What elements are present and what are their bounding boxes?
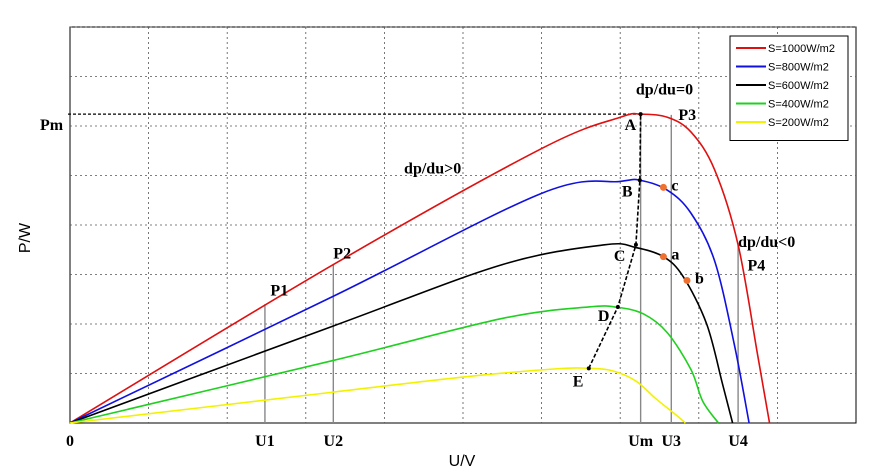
- annotation-label: P3: [678, 107, 696, 124]
- x-tick-label: U1: [255, 433, 275, 450]
- mpp-label: E: [573, 373, 584, 390]
- series-line: [69, 305, 720, 424]
- mpp-point: [633, 242, 638, 247]
- annotation-label: P1: [270, 282, 288, 299]
- x-tick-label: U2: [324, 433, 344, 450]
- legend-entry: S=400W/m2: [768, 99, 829, 111]
- mpp-path: E D C B A: [573, 112, 643, 390]
- y-tick-label: Pm: [40, 117, 64, 134]
- legend: S=1000W/m2 S=800W/m2 S=600W/m2 S=400W/m2 S=2…: [729, 35, 849, 141]
- legend-entry: S=600W/m2: [768, 80, 829, 92]
- legend-entry: S=200W/m2: [768, 117, 829, 129]
- x-tick-label: U3: [662, 433, 682, 450]
- marked-point-label: c: [671, 177, 678, 194]
- marked-point: [659, 183, 667, 191]
- series-line: [69, 112, 771, 424]
- marked-points: ab c: [659, 177, 704, 287]
- marked-point-label: b: [695, 270, 704, 287]
- y-axis-label: P/W: [17, 222, 34, 253]
- mpp-point: [637, 178, 642, 183]
- mpp-label: A: [625, 117, 637, 134]
- x-tick-label: U4: [728, 433, 748, 450]
- series-line: [69, 242, 734, 424]
- x-tick-label: Um: [628, 433, 654, 450]
- series-line: [69, 178, 750, 424]
- x-axis-label: U/V: [449, 453, 476, 470]
- legend-entry: S=1000W/m2: [768, 43, 835, 55]
- annotation-label: dp/du=0: [636, 81, 693, 98]
- mpp-point: [615, 304, 620, 309]
- annotation-label: dp/du>0: [404, 161, 461, 178]
- x-tick-label: 0: [66, 433, 74, 450]
- mpp-point: [586, 366, 591, 371]
- marked-point-label: a: [671, 247, 679, 264]
- x-ticks: 0 U1 U2 Um U3 U4: [66, 433, 748, 450]
- marked-point: [683, 276, 691, 284]
- mpp-point: [638, 112, 643, 117]
- mpp-label: D: [598, 308, 610, 325]
- vertical-markers: [264, 114, 739, 423]
- legend-entry: S=800W/m2: [768, 62, 829, 74]
- curves: [69, 112, 771, 424]
- legend-box: [729, 35, 849, 141]
- grid: [70, 26, 856, 423]
- mpp-label: B: [622, 183, 633, 200]
- series-line: [69, 367, 686, 424]
- mpp-label: C: [614, 248, 626, 265]
- y-ticks: Pm: [40, 117, 64, 134]
- annotation-label: dp/du<0: [738, 234, 795, 251]
- annotation-label: P2: [333, 246, 351, 263]
- annotations: dp/du=0 dp/du>0 dp/du<0 P1 P2 P3 P4: [270, 81, 795, 299]
- marked-point: [659, 253, 667, 261]
- annotation-label: P4: [748, 258, 766, 275]
